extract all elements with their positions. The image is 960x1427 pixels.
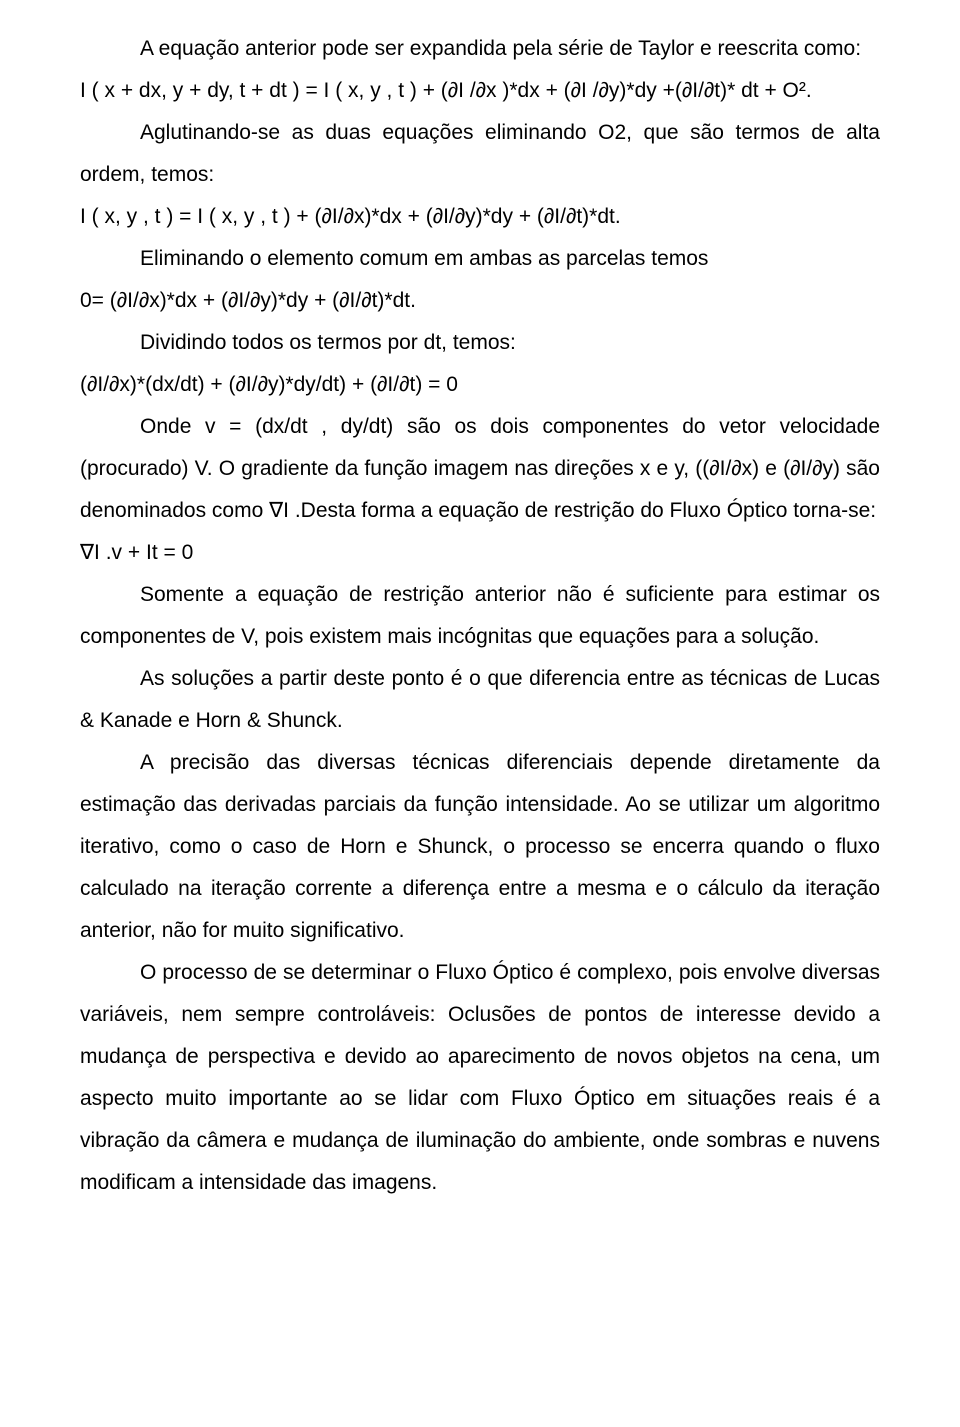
formula-1: I ( x + dx, y + dy, t + dt ) = I ( x, y … bbox=[80, 70, 880, 112]
paragraph-5: Onde v = (dx/dt , dy/dt) são os dois com… bbox=[80, 406, 880, 532]
paragraph-3: Eliminando o elemento comum em ambas as … bbox=[80, 238, 880, 280]
formula-2: I ( x, y , t ) = I ( x, y , t ) + (∂I/∂x… bbox=[80, 196, 880, 238]
document-body: A equação anterior pode ser expandida pe… bbox=[80, 28, 880, 1204]
formula-5: ∇I .v + It = 0 bbox=[80, 532, 880, 574]
paragraph-7: As soluções a partir deste ponto é o que… bbox=[80, 658, 880, 742]
paragraph-6: Somente a equação de restrição anterior … bbox=[80, 574, 880, 658]
formula-4: (∂I/∂x)*(dx/dt) + (∂I/∂y)*dy/dt) + (∂I/∂… bbox=[80, 364, 880, 406]
paragraph-4: Dividindo todos os termos por dt, temos: bbox=[80, 322, 880, 364]
paragraph-1: A equação anterior pode ser expandida pe… bbox=[80, 28, 880, 70]
paragraph-9: O processo de se determinar o Fluxo Ópti… bbox=[80, 952, 880, 1204]
paragraph-8: A precisão das diversas técnicas diferen… bbox=[80, 742, 880, 952]
paragraph-2: Aglutinando-se as duas equações eliminan… bbox=[80, 112, 880, 196]
formula-3: 0= (∂I/∂x)*dx + (∂I/∂y)*dy + (∂I/∂t)*dt. bbox=[80, 280, 880, 322]
